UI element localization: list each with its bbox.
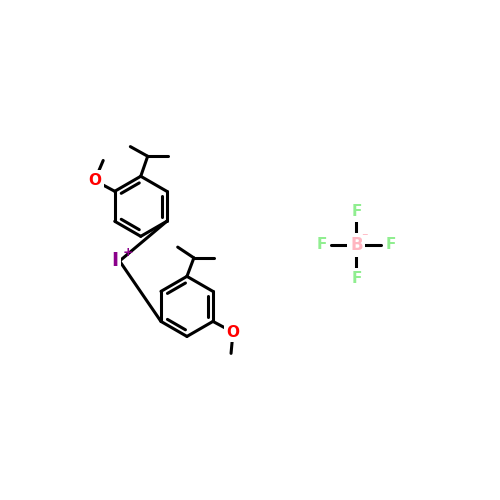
Text: O: O: [226, 324, 239, 340]
Text: ⁻: ⁻: [362, 232, 368, 244]
Text: F: F: [351, 271, 362, 286]
Text: I: I: [112, 252, 118, 270]
Text: F: F: [316, 238, 327, 252]
Text: F: F: [351, 204, 362, 219]
Text: O: O: [88, 173, 101, 188]
Text: F: F: [386, 238, 396, 252]
Text: +: +: [122, 246, 134, 259]
Text: B: B: [350, 236, 362, 254]
